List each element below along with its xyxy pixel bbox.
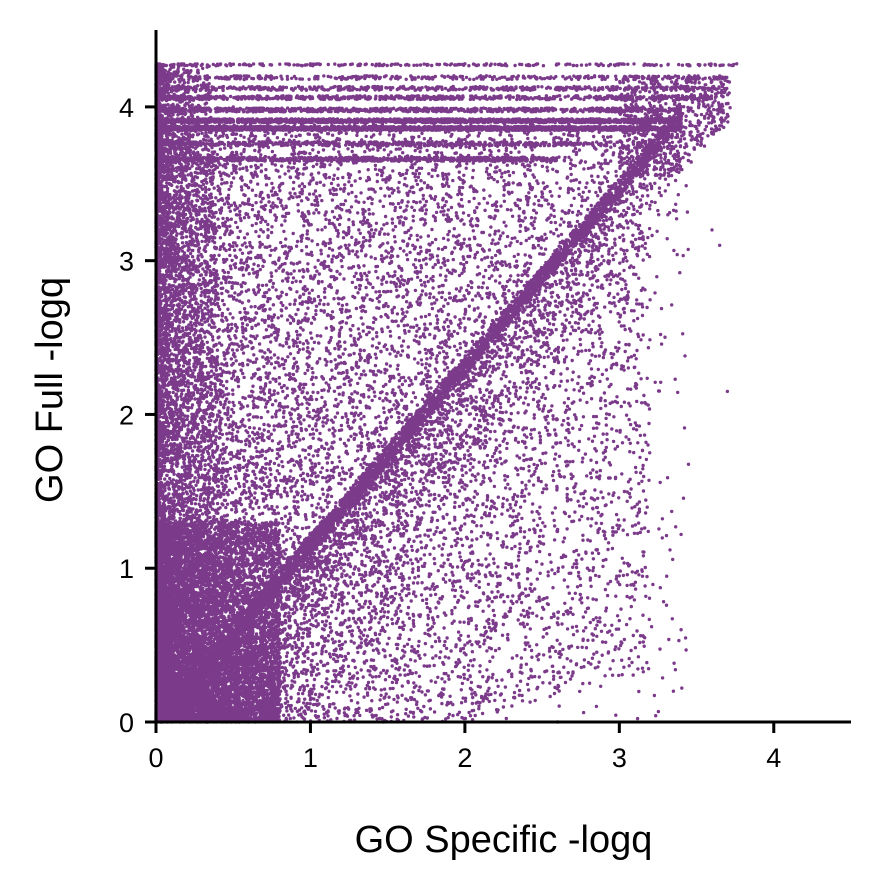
y-tick-label: 0: [119, 708, 134, 738]
x-tick-label: 2: [457, 743, 472, 773]
y-ticks: 0 1 2 3 4: [119, 93, 156, 738]
y-tick-label: 4: [119, 93, 134, 123]
x-tick-label: 4: [766, 743, 781, 773]
scatter-points-path: [154, 62, 738, 724]
x-tick-label: 1: [303, 743, 318, 773]
x-ticks: 0 1 2 3 4: [148, 722, 781, 773]
x-tick-label: 0: [148, 743, 163, 773]
y-tick-label: 1: [119, 554, 134, 584]
x-axis-title: GO Specific -logq: [355, 819, 653, 861]
x-tick-label: 3: [612, 743, 627, 773]
y-tick-label: 2: [119, 400, 134, 430]
y-axis-title: GO Full -logq: [29, 277, 71, 503]
y-tick-label: 3: [119, 247, 134, 277]
scatter-points: [154, 62, 738, 724]
